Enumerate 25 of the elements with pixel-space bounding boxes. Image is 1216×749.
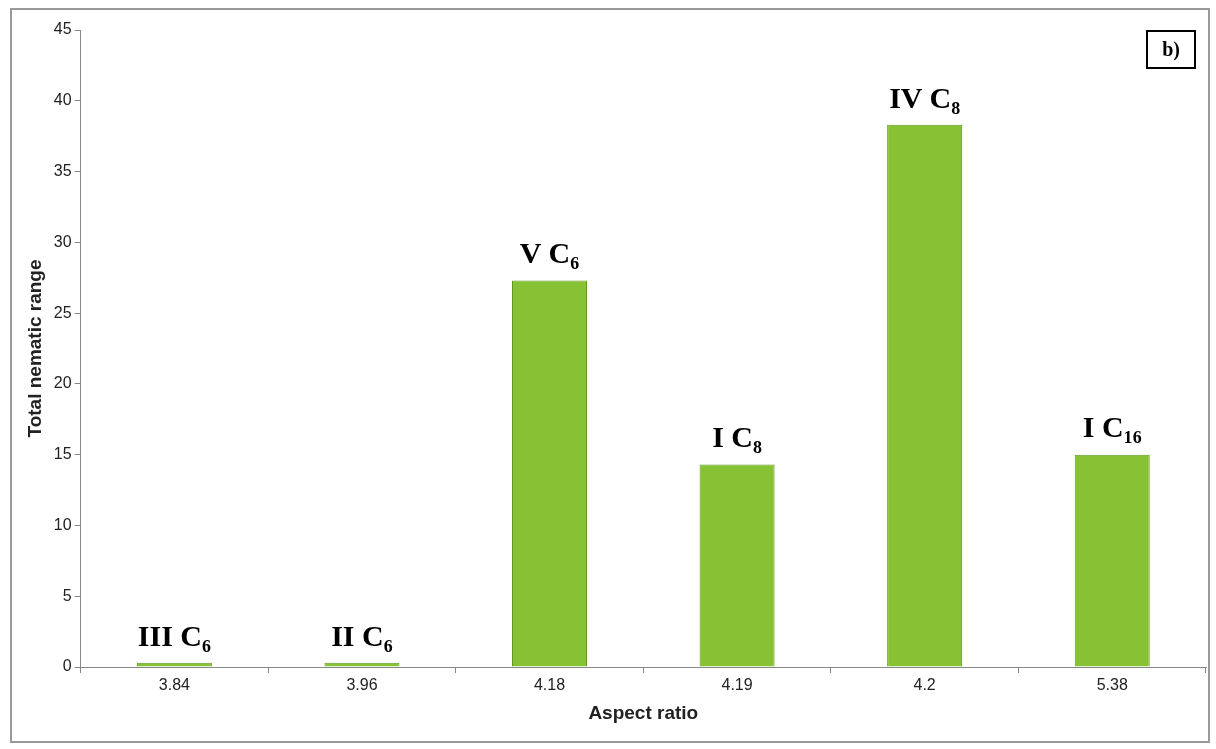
x-tick-label: 3.84: [158, 676, 191, 694]
annotation: II C₆: [331, 618, 393, 652]
x-tick-label: 4.18: [533, 676, 566, 694]
y-tick-label: 25: [53, 303, 72, 321]
y-tick-label: 30: [53, 232, 72, 250]
x-tick-label: 5.38: [1096, 676, 1128, 694]
annotation: III C₆: [137, 618, 211, 652]
y-tick-label: 45: [53, 20, 72, 38]
annotation: V C₆: [519, 236, 580, 270]
y-tick-label: 40: [53, 91, 72, 109]
x-tick-label: 4.19: [721, 676, 753, 694]
y-axis-title: Total nematic range: [23, 259, 45, 438]
annotation: b): [1146, 30, 1196, 69]
y-tick-label: 10: [53, 515, 72, 533]
y-tick-label: 35: [53, 161, 72, 179]
x-tick-label: 3.96: [346, 676, 378, 694]
x-tick-label: 4.2: [913, 676, 936, 694]
y-tick-label: 5: [62, 586, 72, 604]
annotation: I C₁₆: [1082, 410, 1142, 444]
y-tick-label: 15: [53, 445, 72, 463]
annotation: IV C₈: [889, 80, 961, 114]
annotation: I C₈: [712, 420, 762, 454]
y-tick-label: 20: [53, 374, 72, 392]
x-axis-title: Aspect ratio: [588, 701, 699, 723]
y-tick-label: 0: [62, 657, 72, 675]
